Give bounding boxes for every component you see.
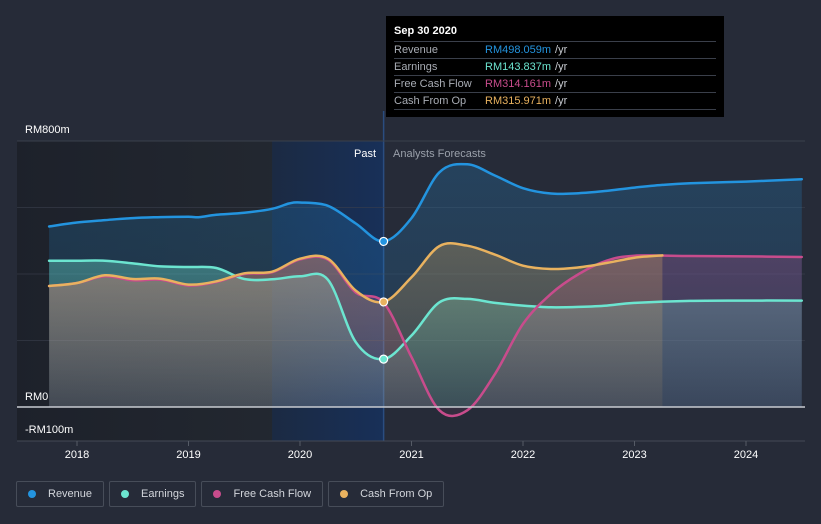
legend-item-cash-from-op[interactable]: Cash From Op <box>328 481 445 507</box>
tooltip-row-label: Cash From Op <box>394 95 467 107</box>
marker-revenue <box>379 236 389 247</box>
y-tick-label-zero: RM0 <box>25 391 48 403</box>
x-tick-label: 2018 <box>65 449 89 461</box>
legend-item-earnings[interactable]: Earnings <box>109 481 197 507</box>
tooltip-date: Sep 30 2020 <box>394 23 716 42</box>
x-tick-label: 2019 <box>176 449 200 461</box>
tooltip-row-earnings: Earnings RM143.837m /yr <box>394 59 716 76</box>
legend-label: Cash From Op <box>360 488 433 500</box>
legend-label: Free Cash Flow <box>233 488 312 500</box>
legend-dot-icon <box>28 490 36 498</box>
legend: Revenue Earnings Free Cash Flow Cash Fro… <box>16 481 445 507</box>
line-cash-from-op <box>47 242 664 304</box>
tooltip-row-unit: /yr <box>555 95 568 107</box>
legend-label: Revenue <box>48 488 93 500</box>
tooltip-row-label: Revenue <box>394 44 439 56</box>
tooltip-row-unit: /yr <box>555 61 568 73</box>
past-region-label: Past <box>354 148 376 160</box>
x-axis: 2018 2019 2020 2021 2022 2023 2024 <box>65 441 758 461</box>
tooltip-row-unit: /yr <box>555 44 568 56</box>
tooltip-row-unit: /yr <box>555 78 568 90</box>
forecast-region-label: Analysts Forecasts <box>393 148 486 160</box>
y-tick-label-bottom: -RM100m <box>25 424 73 436</box>
legend-dot-icon <box>340 490 349 498</box>
tooltip-row-label: Earnings <box>394 61 438 73</box>
y-tick-label-top: RM800m <box>25 124 70 136</box>
tooltip-row-value: RM315.971m <box>485 95 552 107</box>
marker-cash-from-op <box>379 297 389 307</box>
legend-dot-icon <box>213 490 222 498</box>
legend-item-free-cash-flow[interactable]: Free Cash Flow <box>201 481 324 507</box>
marker-earnings <box>379 354 389 364</box>
line-revenue <box>47 162 804 243</box>
x-tick-label: 2021 <box>399 449 423 461</box>
tooltip-row-cash-from-op: Cash From Op RM315.971m /yr <box>394 93 716 110</box>
tooltip-row-free-cash-flow: Free Cash Flow RM314.161m /yr <box>394 76 716 93</box>
area-layer <box>49 164 802 416</box>
x-tick-label: 2020 <box>288 449 312 461</box>
x-tick-label: 2023 <box>622 449 646 461</box>
tooltip: Sep 30 2020 Revenue RM498.059m /yr Earni… <box>386 16 724 117</box>
tooltip-row-value: RM498.059m <box>485 44 552 56</box>
x-tick-label: 2022 <box>511 449 535 461</box>
tooltip-row-value: RM143.837m <box>485 61 552 73</box>
tooltip-row-revenue: Revenue RM498.059m /yr <box>394 42 716 59</box>
marker-layer <box>379 236 389 364</box>
tooltip-row-value: RM314.161m <box>485 78 552 90</box>
legend-item-revenue[interactable]: Revenue <box>16 481 105 507</box>
legend-dot-icon <box>121 490 130 498</box>
x-tick-label: 2024 <box>734 449 758 461</box>
tooltip-row-label: Free Cash Flow <box>394 78 472 90</box>
legend-label: Earnings <box>141 488 185 500</box>
